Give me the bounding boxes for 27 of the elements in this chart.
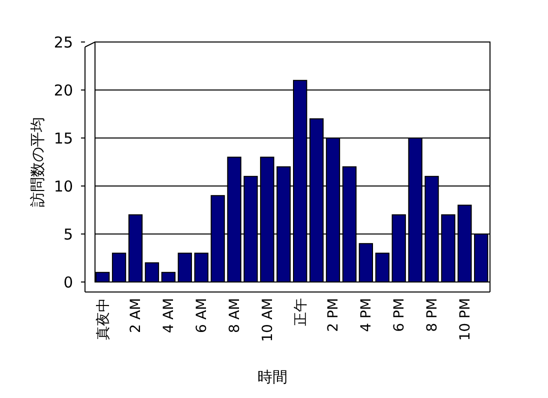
x-tick-label: 4 PM <box>358 298 375 332</box>
x-axis-title: 時間 <box>258 368 288 386</box>
y-tick-label: 15 <box>54 129 73 148</box>
bar <box>112 252 126 282</box>
x-tick-label: 10 AM <box>260 298 276 342</box>
y-tick-label: 25 <box>54 33 73 52</box>
y-axis-title: 訪問数の平均 <box>28 117 46 207</box>
bar <box>375 252 390 282</box>
x-tick-label: 6 PM <box>392 298 408 332</box>
bar <box>144 262 160 282</box>
x-tick-label: 4 AM <box>161 298 178 334</box>
x-tick-label: 8 AM <box>226 298 243 334</box>
x-tick-label: 真夜中 <box>95 298 112 340</box>
y-tick-label: 5 <box>63 225 73 244</box>
bar <box>194 252 208 282</box>
x-tick-label: 2 AM <box>128 298 144 334</box>
x-tick-label: 10 PM <box>457 298 474 341</box>
y-tick-label: 0 <box>63 273 73 292</box>
bar <box>358 243 373 282</box>
x-tick-label: 8 PM <box>424 298 440 332</box>
x-tick-label: 正午 <box>292 298 309 326</box>
y-tick-label: 10 <box>54 177 73 196</box>
x-tick-label: 6 AM <box>194 298 210 334</box>
y-tick-label: 20 <box>54 81 73 100</box>
bar <box>161 272 176 282</box>
bar <box>178 252 192 282</box>
x-tick-label: 2 PM <box>326 298 342 332</box>
